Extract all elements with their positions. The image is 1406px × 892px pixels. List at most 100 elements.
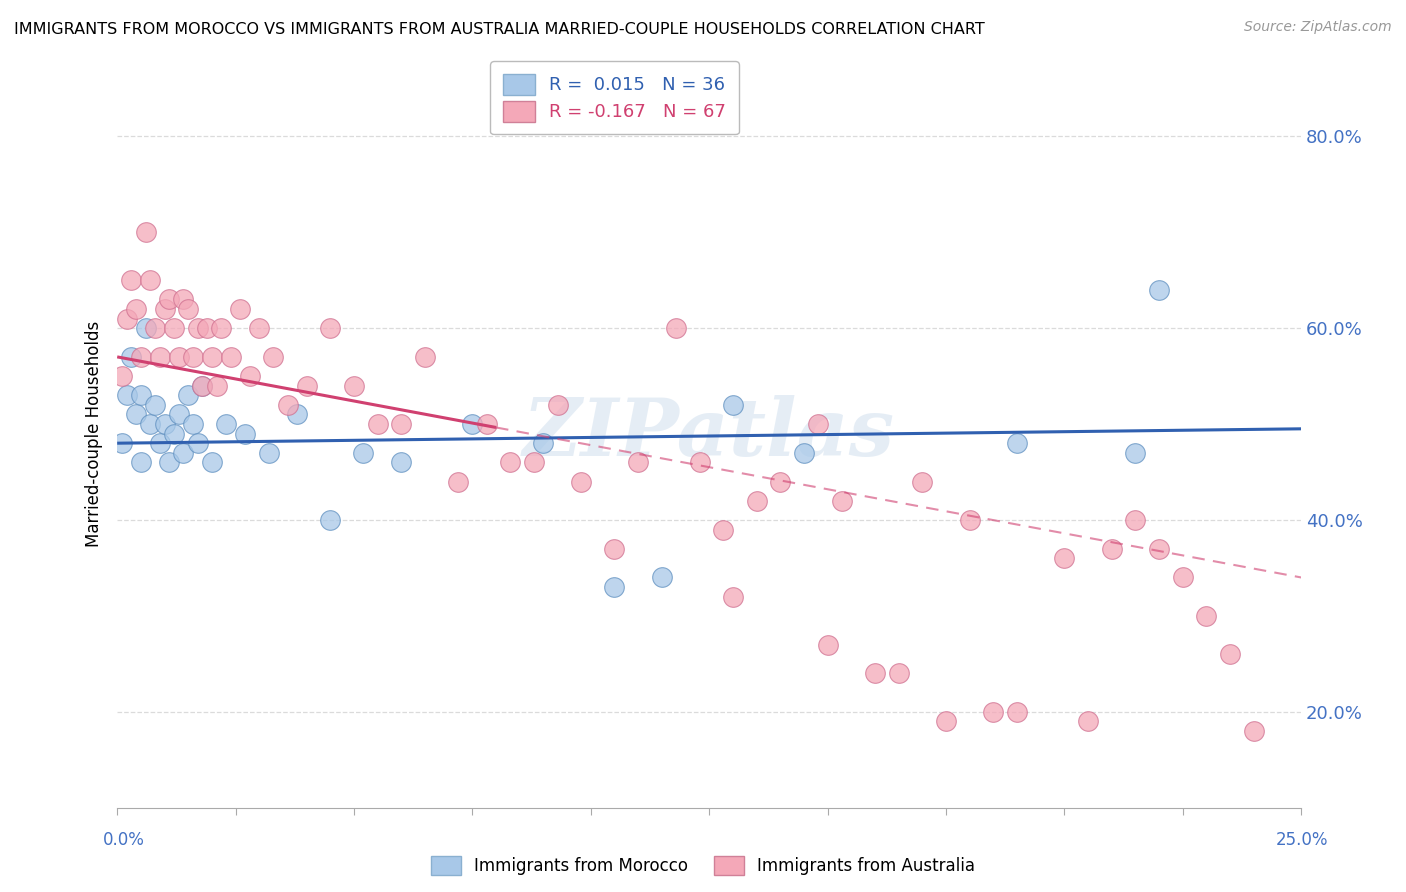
Point bbox=[277, 398, 299, 412]
Point bbox=[153, 417, 176, 431]
Point bbox=[209, 321, 232, 335]
Point bbox=[389, 455, 412, 469]
Point bbox=[125, 408, 148, 422]
Point bbox=[115, 388, 138, 402]
Point bbox=[1077, 714, 1099, 729]
Point bbox=[111, 369, 134, 384]
Point bbox=[1195, 608, 1218, 623]
Point bbox=[1243, 723, 1265, 738]
Point bbox=[1147, 283, 1170, 297]
Point bbox=[603, 541, 626, 556]
Point bbox=[139, 273, 162, 287]
Point bbox=[157, 455, 180, 469]
Point bbox=[157, 293, 180, 307]
Point bbox=[745, 493, 768, 508]
Point bbox=[1005, 436, 1028, 450]
Point bbox=[353, 446, 375, 460]
Point bbox=[1101, 541, 1123, 556]
Point bbox=[149, 350, 172, 364]
Point bbox=[689, 455, 711, 469]
Point bbox=[295, 378, 318, 392]
Point bbox=[239, 369, 262, 384]
Point bbox=[125, 301, 148, 316]
Y-axis label: Married-couple Households: Married-couple Households bbox=[86, 320, 103, 547]
Point bbox=[887, 666, 910, 681]
Point bbox=[475, 417, 498, 431]
Point bbox=[149, 436, 172, 450]
Point bbox=[177, 301, 200, 316]
Point bbox=[389, 417, 412, 431]
Point bbox=[1005, 705, 1028, 719]
Point bbox=[367, 417, 389, 431]
Point bbox=[215, 417, 238, 431]
Text: ZIPatlas: ZIPatlas bbox=[523, 395, 896, 473]
Point bbox=[793, 446, 815, 460]
Point bbox=[651, 570, 673, 584]
Point bbox=[1125, 446, 1147, 460]
Point bbox=[173, 446, 195, 460]
Point bbox=[205, 378, 228, 392]
Point bbox=[721, 590, 744, 604]
Point bbox=[111, 436, 134, 450]
Point bbox=[173, 293, 195, 307]
Point bbox=[247, 321, 270, 335]
Point bbox=[831, 493, 853, 508]
Legend: R =  0.015   N = 36, R = -0.167   N = 67: R = 0.015 N = 36, R = -0.167 N = 67 bbox=[489, 62, 740, 135]
Point bbox=[665, 321, 688, 335]
Point bbox=[285, 408, 308, 422]
Point bbox=[191, 378, 214, 392]
Point bbox=[187, 321, 209, 335]
Point bbox=[129, 350, 152, 364]
Point bbox=[201, 455, 224, 469]
Point bbox=[139, 417, 162, 431]
Point bbox=[135, 321, 157, 335]
Point bbox=[1147, 541, 1170, 556]
Point bbox=[319, 321, 342, 335]
Point bbox=[721, 398, 744, 412]
Point bbox=[201, 350, 224, 364]
Point bbox=[187, 436, 209, 450]
Point bbox=[120, 350, 142, 364]
Point bbox=[603, 580, 626, 594]
Point bbox=[181, 350, 204, 364]
Point bbox=[163, 426, 186, 441]
Point bbox=[167, 408, 190, 422]
Point bbox=[863, 666, 886, 681]
Point bbox=[153, 301, 176, 316]
Point bbox=[129, 388, 152, 402]
Point bbox=[413, 350, 436, 364]
Text: Source: ZipAtlas.com: Source: ZipAtlas.com bbox=[1244, 20, 1392, 34]
Point bbox=[177, 388, 200, 402]
Point bbox=[229, 301, 252, 316]
Point bbox=[263, 350, 285, 364]
Point bbox=[257, 446, 280, 460]
Point bbox=[981, 705, 1004, 719]
Point bbox=[115, 311, 138, 326]
Point bbox=[143, 398, 166, 412]
Point bbox=[233, 426, 256, 441]
Point bbox=[135, 225, 157, 239]
Point bbox=[219, 350, 242, 364]
Point bbox=[769, 475, 792, 489]
Point bbox=[1171, 570, 1194, 584]
Text: IMMIGRANTS FROM MOROCCO VS IMMIGRANTS FROM AUSTRALIA MARRIED-COUPLE HOUSEHOLDS C: IMMIGRANTS FROM MOROCCO VS IMMIGRANTS FR… bbox=[14, 22, 984, 37]
Point bbox=[195, 321, 218, 335]
Point bbox=[319, 513, 342, 527]
Point bbox=[817, 638, 839, 652]
Point bbox=[447, 475, 470, 489]
Point bbox=[461, 417, 484, 431]
Point bbox=[1125, 513, 1147, 527]
Point bbox=[959, 513, 981, 527]
Point bbox=[935, 714, 957, 729]
Point bbox=[143, 321, 166, 335]
Point bbox=[627, 455, 650, 469]
Point bbox=[343, 378, 366, 392]
Point bbox=[1053, 551, 1076, 566]
Point bbox=[499, 455, 522, 469]
Point bbox=[547, 398, 569, 412]
Point bbox=[163, 321, 186, 335]
Point bbox=[569, 475, 592, 489]
Point bbox=[711, 523, 734, 537]
Point bbox=[1219, 647, 1241, 661]
Point bbox=[911, 475, 934, 489]
